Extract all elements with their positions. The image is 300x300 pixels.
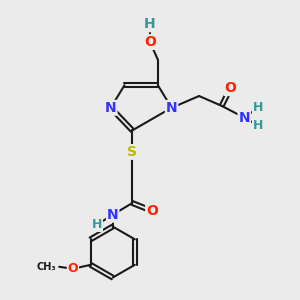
Text: N: N: [166, 101, 177, 115]
Text: O: O: [144, 35, 156, 49]
Text: H: H: [253, 101, 263, 114]
Text: O: O: [224, 81, 236, 95]
Text: CH₃: CH₃: [37, 262, 56, 272]
Text: O: O: [68, 262, 78, 275]
Text: H: H: [144, 17, 156, 32]
Text: H: H: [92, 218, 102, 231]
Text: H: H: [253, 119, 263, 132]
Text: O: O: [146, 204, 158, 218]
Text: N: N: [238, 111, 250, 124]
Text: S: S: [127, 145, 137, 159]
Text: N: N: [107, 208, 118, 222]
Text: N: N: [105, 101, 117, 115]
